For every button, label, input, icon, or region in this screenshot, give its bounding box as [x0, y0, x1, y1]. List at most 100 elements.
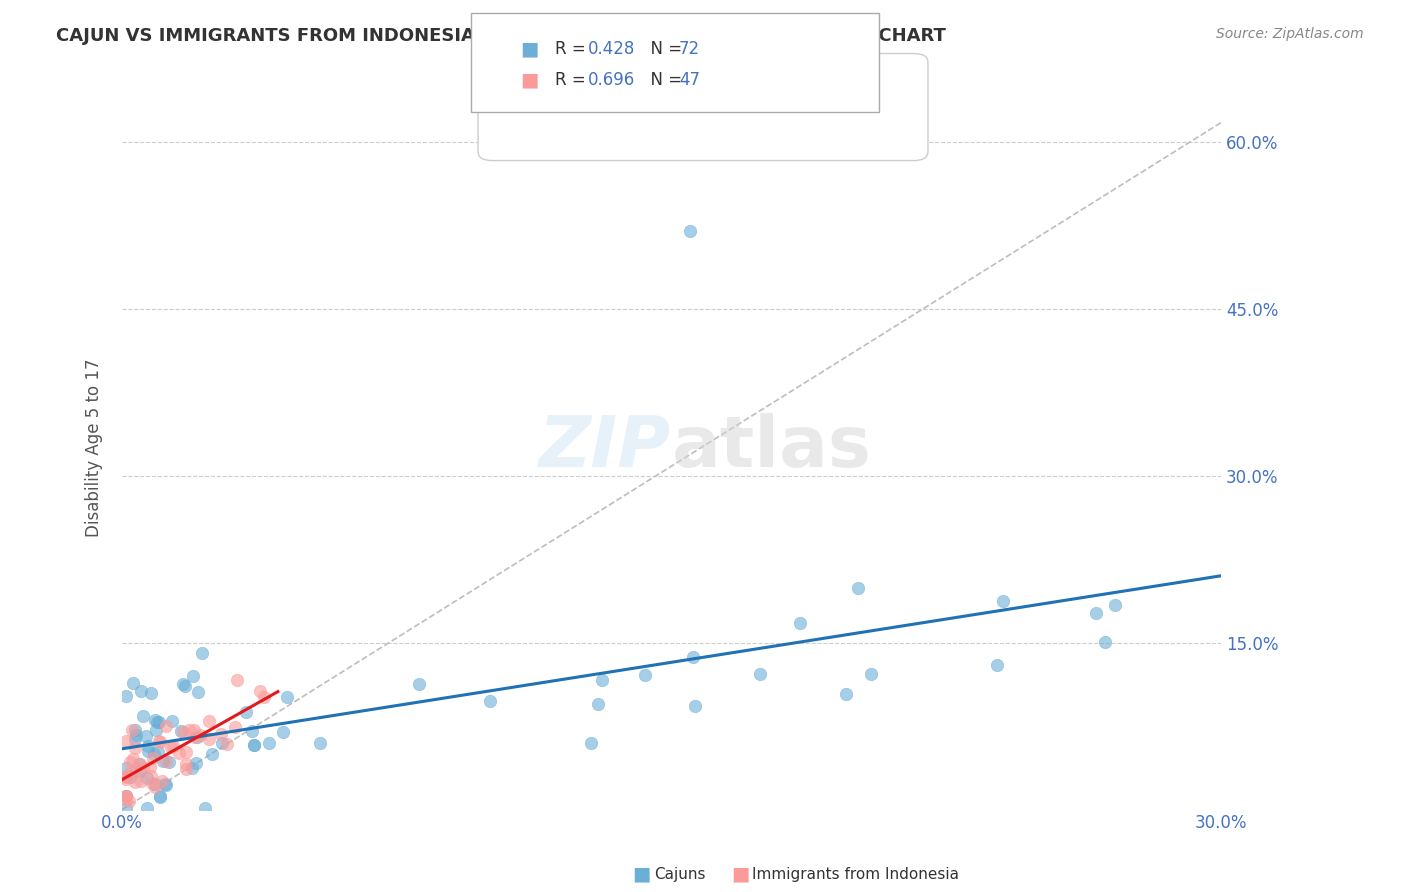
Point [172, 725, 194, 739]
Point [124, 723, 146, 738]
Point [114, 769, 136, 783]
Point [183, 723, 205, 738]
Point [211, 736, 233, 750]
Point [149, 789, 172, 804]
Point [153, 777, 176, 791]
Point [120, 764, 142, 779]
Point [118, 770, 141, 784]
Point [160, 739, 183, 754]
Point [115, 789, 138, 803]
Point [789, 616, 811, 631]
Text: Source: ZipAtlas.com: Source: ZipAtlas.com [1216, 27, 1364, 41]
Point [122, 752, 145, 766]
Point [155, 719, 177, 733]
Point [191, 646, 214, 660]
Point [124, 775, 146, 789]
Point [249, 684, 271, 698]
Point [186, 730, 208, 744]
Text: R =: R = [555, 40, 592, 58]
Point [174, 762, 197, 776]
Point [224, 720, 246, 734]
Text: ■: ■ [633, 864, 651, 884]
Point [122, 676, 145, 690]
Point [129, 774, 152, 789]
Point [860, 666, 883, 681]
Point [309, 736, 332, 750]
Point [176, 745, 198, 759]
Point [136, 801, 159, 815]
Point [128, 757, 150, 772]
Point [683, 698, 706, 713]
Point [118, 755, 141, 769]
Point [129, 684, 152, 698]
Point [167, 746, 190, 760]
Point [679, 224, 702, 238]
Point [1094, 634, 1116, 648]
Point [132, 709, 155, 723]
Text: atlas: atlas [672, 414, 872, 483]
Point [194, 801, 217, 815]
Point [180, 761, 202, 775]
Text: 0.428: 0.428 [588, 40, 636, 58]
Point [162, 739, 184, 753]
Point [150, 773, 173, 788]
Point [200, 747, 222, 761]
Point [148, 733, 170, 747]
Point [146, 745, 169, 759]
Point [174, 757, 197, 772]
Text: ■: ■ [520, 70, 538, 90]
Point [114, 792, 136, 806]
Y-axis label: Disability Age 5 to 17: Disability Age 5 to 17 [86, 359, 103, 537]
Text: 0.696: 0.696 [588, 71, 636, 89]
Point [226, 673, 249, 688]
Text: N =: N = [640, 71, 688, 89]
Text: ZIP: ZIP [540, 414, 672, 483]
Point [198, 714, 221, 728]
Point [586, 697, 609, 711]
Text: 47: 47 [679, 71, 700, 89]
Point [124, 731, 146, 746]
Point [209, 727, 232, 741]
Point [114, 689, 136, 703]
Point [135, 729, 157, 743]
Point [184, 730, 207, 744]
Point [132, 761, 155, 775]
Point [148, 735, 170, 749]
Point [198, 732, 221, 747]
Text: Immigrants from Indonesia: Immigrants from Indonesia [752, 867, 959, 881]
Point [591, 673, 613, 687]
Point [141, 686, 163, 700]
Point [986, 658, 1008, 673]
Point [634, 667, 657, 681]
Point [136, 744, 159, 758]
Text: R =: R = [555, 71, 592, 89]
Point [993, 593, 1015, 607]
Point [148, 714, 170, 729]
Point [579, 736, 602, 750]
Point [179, 723, 201, 737]
Point [172, 677, 194, 691]
Point [143, 713, 166, 727]
Point [114, 770, 136, 784]
Point [1104, 599, 1126, 613]
Point [235, 705, 257, 719]
Point [173, 679, 195, 693]
Point [128, 764, 150, 778]
Point [118, 794, 141, 808]
Text: 72: 72 [679, 40, 700, 58]
Text: N =: N = [640, 40, 688, 58]
Point [408, 677, 430, 691]
Point [1084, 606, 1107, 620]
Point [152, 754, 174, 768]
Text: ■: ■ [731, 864, 749, 884]
Text: CAJUN VS IMMIGRANTS FROM INDONESIA DISABILITY AGE 5 TO 17 CORRELATION CHART: CAJUN VS IMMIGRANTS FROM INDONESIA DISAB… [56, 27, 946, 45]
Point [141, 769, 163, 783]
Point [124, 741, 146, 756]
Point [142, 747, 165, 761]
Point [114, 789, 136, 803]
Point [157, 755, 180, 769]
Point [253, 690, 276, 705]
Point [257, 735, 280, 749]
Point [143, 777, 166, 791]
Point [190, 728, 212, 742]
